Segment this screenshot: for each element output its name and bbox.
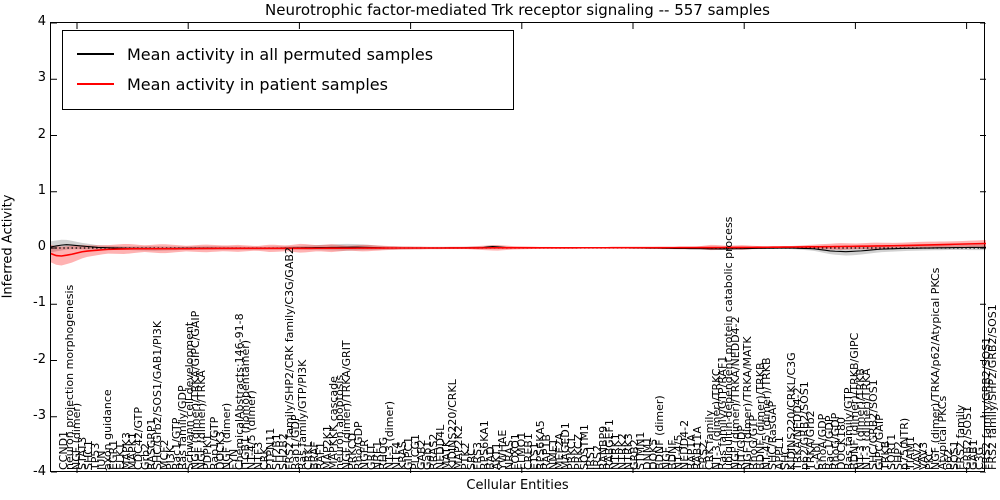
y-tick-label: 0 <box>37 239 46 254</box>
y-tick-label: -2 <box>33 351 46 367</box>
y-tick-label: 2 <box>37 126 46 142</box>
y-tick-label: -3 <box>33 407 46 423</box>
y-tick-label: 3 <box>37 70 46 86</box>
permuted-line-swatch <box>77 53 114 55</box>
legend-item-patient: Mean activity in patient samples <box>63 69 513 99</box>
x-tick-label: FRS2 family/SHP2/GRB2/SOS1 <box>985 304 999 470</box>
legend-label: Mean activity in patient samples <box>127 74 388 94</box>
legend-label: Mean activity in all permuted samples <box>127 44 434 64</box>
chart-title: Neurotrophic factor-mediated Trk recepto… <box>265 1 770 19</box>
legend-item-permuted: Mean activity in all permuted samples <box>63 39 513 69</box>
y-tick-label: 1 <box>37 182 46 198</box>
y-tick-label: -1 <box>33 295 46 311</box>
y-tick-label: -4 <box>33 464 46 479</box>
plot-svg <box>51 23 986 473</box>
y-tick-label: 4 <box>37 14 46 29</box>
legend: Mean activity in all permuted samples Me… <box>62 30 514 110</box>
series-line <box>51 242 986 257</box>
patient-line-swatch <box>77 83 114 85</box>
x-axis-label: Cellular Entities <box>466 478 569 493</box>
confidence-band <box>51 240 986 266</box>
